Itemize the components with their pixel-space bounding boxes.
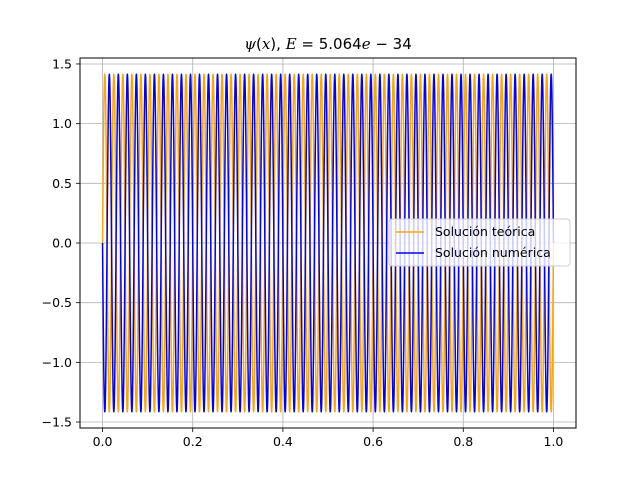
y-tick-label: −1.0 [42,355,72,370]
y-tick-label: −1.5 [42,415,72,430]
y-tick-label: −0.5 [42,295,72,310]
legend-box [388,218,571,267]
x-tick-label: 1.0 [544,434,564,449]
y-tick-label: 1.0 [52,116,72,131]
x-tick-label: 0.4 [273,434,293,449]
x-tick-label: 0.8 [453,434,473,449]
title-e-var: E [285,35,297,53]
title-psi: ψ [244,35,256,53]
y-tick-label: 1.5 [52,56,72,71]
x-tick-label: 0.0 [93,434,113,449]
title-x: x [262,35,271,53]
title-e-char: e [362,35,371,53]
title-close-paren: ), [270,35,285,53]
title-equals: = 5.064 [297,35,362,53]
series-line-numerica [101,73,555,413]
title-exponent: − 34 [371,35,412,53]
title-open-paren: ( [256,35,262,53]
legend: Solución teórica Solución numérica [388,218,571,267]
series-layer [101,73,555,413]
chart-title: ψ(x), E = 5.064e − 34 [244,35,412,53]
legend-label-numerica: Solución numérica [435,245,551,260]
x-tick-label: 0.2 [183,434,203,449]
y-tick-label: 0.0 [52,236,72,251]
x-tick-label: 0.6 [363,434,383,449]
ticks: 0.0 0.2 0.4 0.6 0.8 1.0 −1.5 −1.0 −0.5 0.0 0.5 1.0 1… [42,56,564,449]
legend-label-teorica: Solución teórica [435,224,535,239]
y-tick-label: 0.5 [52,176,72,191]
